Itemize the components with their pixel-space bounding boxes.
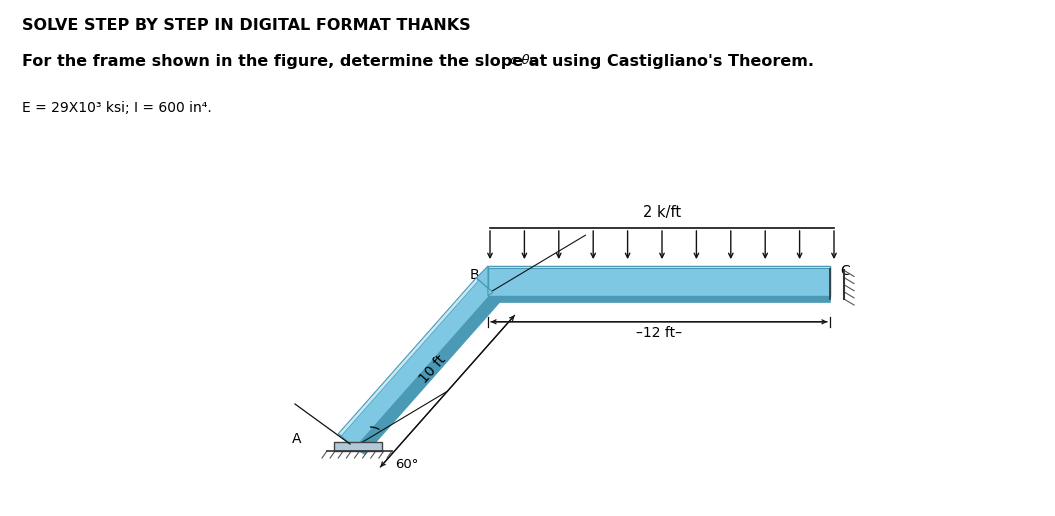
Polygon shape (488, 266, 830, 267)
Polygon shape (339, 278, 478, 436)
Polygon shape (488, 296, 830, 302)
Text: SOLVE STEP BY STEP IN DIGITAL FORMAT THANKS: SOLVE STEP BY STEP IN DIGITAL FORMAT THA… (22, 18, 471, 33)
Text: 2 k/ft: 2 k/ft (642, 205, 682, 220)
Polygon shape (488, 266, 830, 296)
Text: B: B (469, 268, 480, 282)
Text: C: C (840, 264, 849, 278)
Text: 60°: 60° (395, 458, 419, 471)
Text: using Castigliano's Theorem.: using Castigliano's Theorem. (552, 54, 814, 69)
Text: –12 ft–: –12 ft– (636, 326, 682, 340)
Text: E = 29X10³ ksi; I = 600 in⁴.: E = 29X10³ ksi; I = 600 in⁴. (22, 101, 212, 115)
Text: c θᴄ: c θᴄ (510, 54, 537, 67)
Text: For the frame shown in the figure, determine the slope at: For the frame shown in the figure, deter… (22, 54, 548, 69)
Text: 10 ft: 10 ft (417, 353, 448, 386)
Polygon shape (354, 293, 503, 455)
Polygon shape (334, 442, 382, 451)
Polygon shape (477, 266, 493, 296)
Text: A: A (292, 432, 302, 446)
Polygon shape (339, 278, 493, 448)
